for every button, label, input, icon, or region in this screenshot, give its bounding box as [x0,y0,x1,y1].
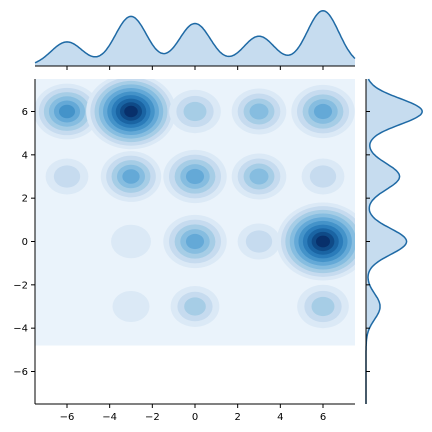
kde-contour-16-level-3 [184,297,206,316]
y-tick-label: 6 [22,107,28,118]
kde-contour-8-level-5 [185,168,205,185]
x-tick-label: −4 [102,412,117,423]
kde-contour-14-level-10 [315,235,331,248]
kde-contour-15-level-1 [112,290,150,323]
kde-contour-11-level-1 [111,224,151,259]
kde-contour-5-level-5 [313,103,333,120]
x-tick-label: 0 [192,412,198,423]
kde-contour-9-level-4 [249,168,269,185]
y-tick-label: 4 [22,150,28,161]
kde-contour-7-level-5 [122,169,140,184]
kde-contour-1-level-6 [58,104,76,119]
main-plot-area [35,79,355,346]
kde-contour-12-level-5 [185,233,205,250]
y-tick-label: 2 [22,194,28,205]
marginal-x-density-line [34,10,356,64]
kde-contour-17-level-3 [311,296,335,317]
x-tick-label: −2 [145,412,160,423]
kde-contour-2-level-10 [124,105,138,118]
x-tick-label: 4 [277,412,283,423]
marginal-x-plot [34,10,356,67]
y-tick-label: −2 [13,280,28,291]
axes: −6 −4 −2 0 2 4 6 −6 −4 −2 0 2 4 6 [13,65,370,423]
kde-contour-3-level-3 [183,101,207,122]
y-tick-label: −6 [13,367,28,378]
kde-contour-10-level-2 [309,165,337,188]
y-tick-label: 0 [22,237,28,248]
kde-contour-4-level-4 [249,103,269,120]
y-tick-label: −4 [13,324,28,335]
kde-contour-13-level-2 [245,230,273,253]
kde-contour-6-level-2 [53,165,81,188]
marginal-y-density-fill [366,79,423,404]
marginal-y-plot [365,78,423,404]
x-tick-label: −6 [60,412,75,423]
x-tick-label: 2 [234,412,240,423]
x-tick-label: 6 [320,412,326,423]
marginal-x-density-fill [35,10,355,67]
